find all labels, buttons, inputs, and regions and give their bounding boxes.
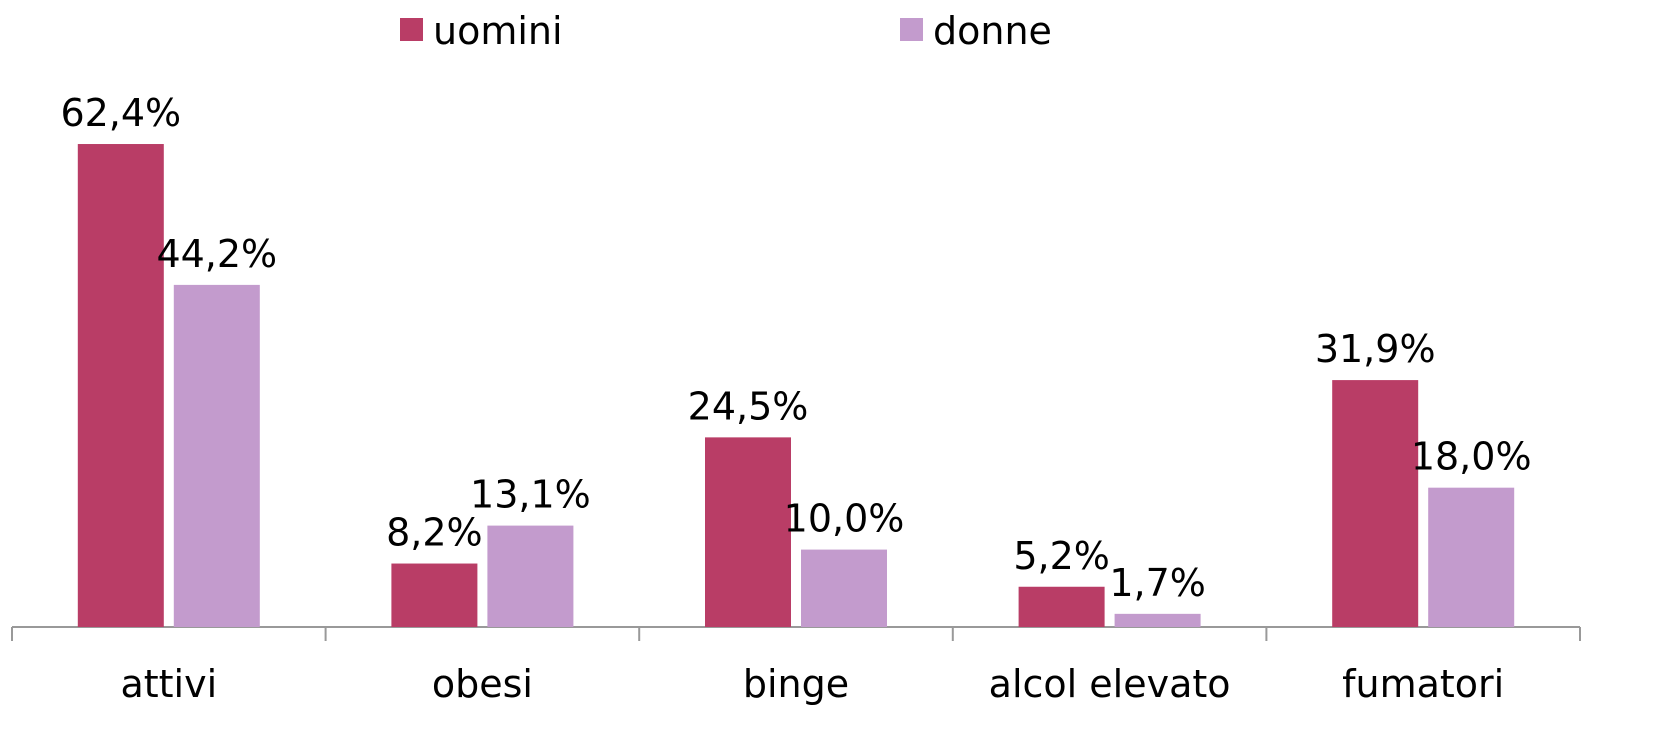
- bar: [173, 284, 260, 627]
- value-label: 18,0%: [1411, 435, 1532, 479]
- value-label: 8,2%: [386, 511, 483, 555]
- bar: [1114, 613, 1201, 627]
- legend-label: uomini: [433, 9, 563, 53]
- value-label: 13,1%: [470, 473, 591, 517]
- value-label: 62,4%: [60, 91, 181, 135]
- value-label: 1,7%: [1109, 561, 1206, 605]
- value-label: 31,9%: [1315, 327, 1436, 371]
- legend-label: donne: [933, 9, 1052, 53]
- bar: [1332, 380, 1419, 627]
- x-tick-label: fumatori: [1342, 662, 1504, 706]
- legend-swatch: [400, 18, 423, 41]
- value-label: 5,2%: [1013, 534, 1110, 578]
- bar: [487, 525, 574, 627]
- bar: [77, 144, 164, 628]
- value-label: 44,2%: [156, 232, 277, 276]
- legend-swatch: [900, 18, 923, 41]
- x-tick-label: attivi: [120, 662, 217, 706]
- value-label: 24,5%: [688, 384, 809, 428]
- bar: [801, 549, 887, 627]
- x-tick-label: alcol elevato: [989, 662, 1231, 706]
- value-label: 10,0%: [784, 497, 905, 541]
- x-tick-label: obesi: [432, 662, 533, 706]
- x-tick-label: binge: [743, 662, 849, 706]
- bar: [705, 437, 791, 627]
- bar: [391, 563, 478, 627]
- bar: [1018, 586, 1105, 627]
- bar: [1428, 487, 1515, 627]
